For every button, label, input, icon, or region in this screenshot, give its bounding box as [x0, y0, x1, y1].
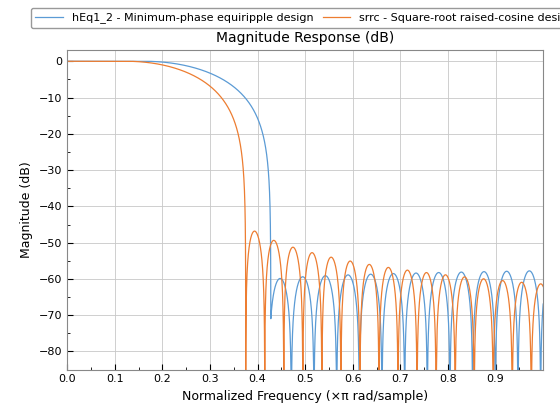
Title: Magnitude Response (dB): Magnitude Response (dB): [216, 31, 394, 45]
Legend: hEq1_2 - Minimum-phase equiripple design, srrc - Square-root raised-cosine desig: hEq1_2 - Minimum-phase equiripple design…: [31, 8, 560, 28]
srrc - Square-root raised-cosine design: [317, 297, 324, 302]
Line: hEq1_2 - Minimum-phase equiripple design: hEq1_2 - Minimum-phase equiripple design: [67, 61, 543, 381]
srrc - Square-root raised-cosine design: [540, 284, 547, 289]
srrc - Square-root raised-cosine design: [262, 306, 269, 311]
srrc - Square-root raised-cosine design: [242, 378, 249, 383]
hEq1_2 - Minimum-phase equiripple design: [317, 281, 324, 286]
srrc - Square-root raised-cosine design: [258, 252, 265, 257]
X-axis label: Normalized Frequency (×π rad/sample): Normalized Frequency (×π rad/sample): [182, 390, 428, 403]
hEq1_2 - Minimum-phase equiripple design: [64, 59, 71, 64]
hEq1_2 - Minimum-phase equiripple design: [288, 378, 295, 383]
srrc - Square-root raised-cosine design: [207, 84, 213, 89]
hEq1_2 - Minimum-phase equiripple design: [258, 126, 265, 131]
Line: srrc - Square-root raised-cosine design: srrc - Square-root raised-cosine design: [67, 61, 543, 381]
srrc - Square-root raised-cosine design: [408, 273, 414, 278]
hEq1_2 - Minimum-phase equiripple design: [470, 325, 477, 330]
hEq1_2 - Minimum-phase equiripple design: [540, 302, 547, 307]
srrc - Square-root raised-cosine design: [470, 369, 477, 374]
hEq1_2 - Minimum-phase equiripple design: [207, 71, 213, 76]
srrc - Square-root raised-cosine design: [64, 59, 71, 64]
hEq1_2 - Minimum-phase equiripple design: [262, 143, 269, 148]
Y-axis label: Magnitude (dB): Magnitude (dB): [20, 162, 33, 258]
hEq1_2 - Minimum-phase equiripple design: [408, 279, 414, 284]
